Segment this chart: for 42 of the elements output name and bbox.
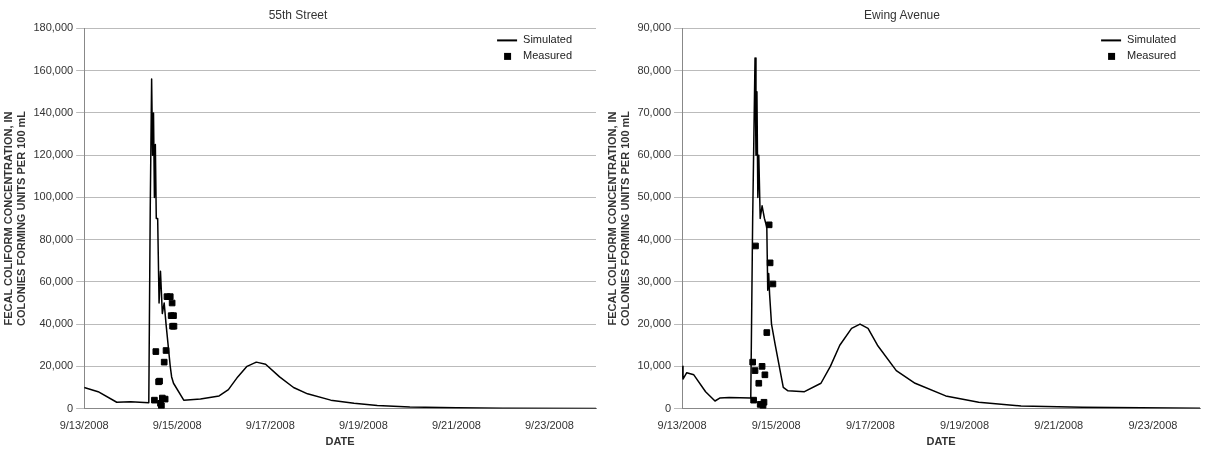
legend-label: Measured [1127, 49, 1177, 62]
y-tick-label: 40,000 [637, 232, 672, 245]
x-tick-label: 9/15/2008 [152, 419, 202, 432]
y-axis-title: FECAL COLIFORM CONCENTRATION, IN COLONIES FORMING UNITS PER 100 mL [605, 110, 631, 327]
x-tick-label: 9/17/2008 [245, 419, 295, 432]
y-tick-label: 20,000 [637, 317, 672, 330]
legend-label: Simulated [1127, 33, 1177, 46]
y-tick-label: 100,000 [33, 190, 74, 203]
x-tick-label: 9/23/2008 [525, 419, 574, 432]
y-tick-label: 140,000 [33, 105, 74, 118]
x-tick-label: 9/23/2008 [1128, 419, 1178, 432]
y-tick-label: 60,000 [39, 274, 74, 287]
y-tick-label: 180,000 [33, 21, 74, 34]
x-tick-label: 9/19/2008 [940, 419, 990, 432]
x-tick-label: 9/17/2008 [845, 419, 895, 432]
y-tick-label: 20,000 [39, 359, 74, 372]
x-tick-label: 9/21/2008 [431, 419, 481, 432]
y-tick-label: 50,000 [637, 190, 672, 203]
chart-title: Ewing Avenue [864, 7, 941, 22]
y-tick-label: 0 [664, 401, 672, 414]
y-tick-label: 70,000 [637, 105, 672, 118]
legend-label: Measured [523, 49, 573, 62]
y-tick-label: 80,000 [39, 232, 74, 245]
y-axis-title: FECAL COLIFORM CONCENTRATION, IN COLONIES FORMING UNITS PER 100 mL [1, 110, 27, 327]
y-tick-label: 90,000 [637, 21, 672, 34]
x-tick-label: 9/15/2008 [751, 419, 801, 432]
x-tick-label: 9/13/2008 [59, 419, 109, 432]
y-tick-label: 160,000 [33, 63, 74, 76]
x-tick-label: 9/13/2008 [657, 419, 707, 432]
y-tick-label: 40,000 [39, 317, 74, 330]
legend-label: Simulated [523, 33, 573, 46]
y-tick-label: 10,000 [637, 359, 672, 372]
x-tick-label: 9/19/2008 [338, 419, 388, 432]
x-tick-label: 9/21/2008 [1034, 419, 1084, 432]
y-tick-label: 0 [67, 401, 74, 414]
x-axis-title: DATE [325, 435, 355, 448]
y-tick-label: 30,000 [637, 274, 672, 287]
y-tick-label: 120,000 [33, 148, 74, 161]
y-tick-label: 80,000 [637, 63, 672, 76]
chart-title: 55th Street [268, 7, 329, 22]
y-tick-label: 60,000 [637, 148, 672, 161]
x-axis-title: DATE [926, 435, 956, 448]
